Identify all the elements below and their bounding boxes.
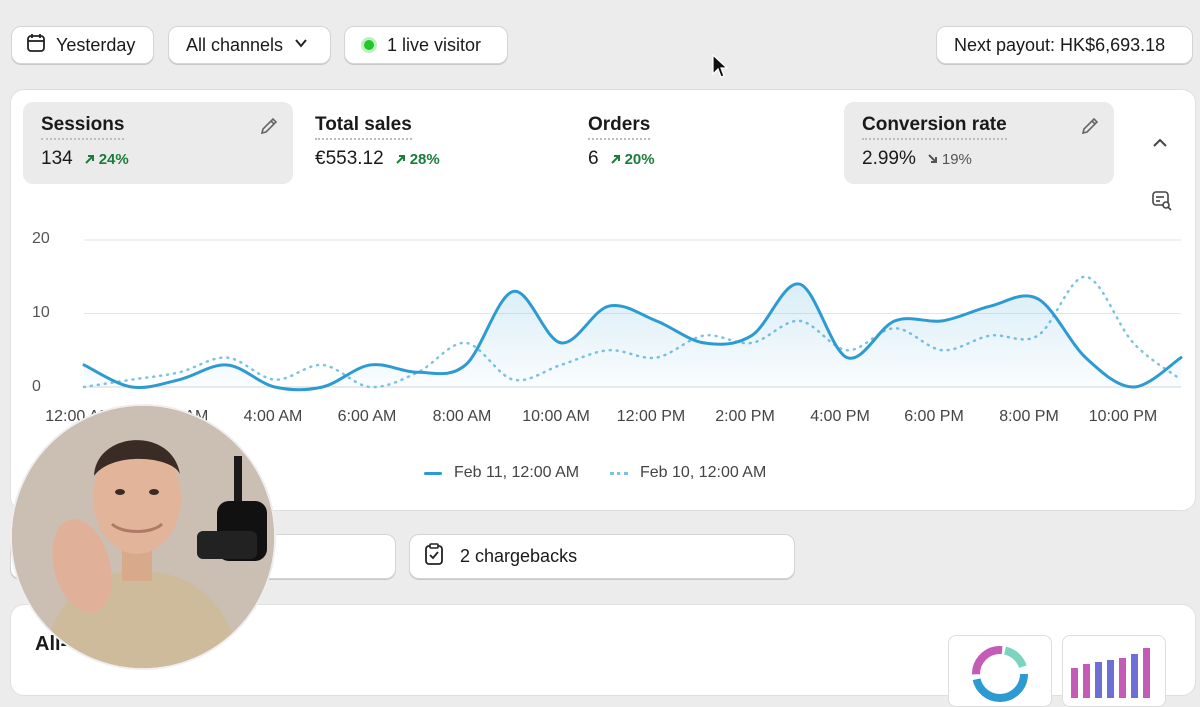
metric-delta: 19%	[928, 151, 972, 168]
legend-item-current: Feb 11, 12:00 AM	[424, 464, 579, 482]
live-visitors-button[interactable]: 1 live visitor	[344, 26, 508, 64]
legend-swatch-solid	[424, 471, 442, 475]
metric-title: Total sales	[315, 114, 412, 140]
arrow-down-right-icon	[928, 154, 937, 163]
live-dot-icon	[361, 37, 377, 53]
metric-total-sales[interactable]: Total sales €553.12 28%	[297, 102, 567, 184]
metric-conversion-rate[interactable]: Conversion rate 2.99% 19%	[844, 102, 1114, 184]
legend-swatch-dotted	[610, 471, 628, 475]
channels-dropdown[interactable]: All channels	[168, 26, 331, 64]
pencil-icon[interactable]	[259, 116, 279, 136]
y-tick-label: 10	[32, 304, 50, 321]
live-visitors-label: 1 live visitor	[387, 34, 482, 55]
arrow-up-right-icon	[84, 155, 94, 164]
x-tick-label: 12:00 PM	[616, 408, 686, 425]
legend-item-previous: Feb 10, 12:00 AM	[610, 464, 766, 482]
clipboard-check-icon	[424, 543, 444, 570]
y-tick-label: 20	[32, 230, 50, 247]
x-tick-label: 8:00 PM	[999, 408, 1059, 425]
x-tick-label: 2:00 PM	[715, 408, 775, 425]
calendar-icon	[26, 33, 46, 58]
channels-label: All channels	[186, 34, 284, 55]
metric-value: 6	[588, 148, 599, 169]
next-payout-label: Next payout: HK$6,693.18	[954, 34, 1166, 55]
x-tick-label: 10:00 AM	[522, 408, 590, 425]
x-tick-label: 10:00 PM	[1088, 408, 1158, 425]
x-tick-label: 4:00 AM	[243, 408, 303, 425]
arrow-up-right-icon	[610, 155, 620, 164]
x-tick-label: 6:00 AM	[337, 408, 397, 425]
metric-sessions[interactable]: Sessions 134 24%	[23, 102, 293, 184]
donut-chart-icon	[972, 646, 1028, 702]
metric-title: Orders	[588, 114, 651, 140]
chargebacks-button[interactable]: 2 chargebacks	[409, 534, 795, 579]
date-range-button[interactable]: Yesterday	[11, 26, 154, 64]
donut-chart-thumbnail[interactable]	[948, 635, 1052, 707]
chargebacks-label: 2 chargebacks	[460, 546, 578, 566]
metric-value: €553.12	[315, 148, 384, 169]
legend-label: Feb 11, 12:00 AM	[454, 464, 580, 481]
metric-value: 134	[41, 148, 73, 169]
metric-delta: 24%	[84, 151, 129, 168]
metric-value: 2.99%	[862, 148, 916, 169]
bar-chart-thumbnail[interactable]	[1062, 635, 1166, 707]
next-payout-button[interactable]: Next payout: HK$6,693.18	[936, 26, 1193, 64]
series-area-fill	[84, 283, 1181, 390]
presenter-photo	[12, 406, 274, 668]
metric-delta: 20%	[610, 151, 655, 168]
date-range-label: Yesterday	[56, 34, 136, 55]
metric-orders[interactable]: Orders 6 20%	[570, 102, 840, 184]
y-tick-label: 0	[32, 378, 41, 395]
metric-title: Sessions	[41, 114, 125, 140]
presenter-webcam-overlay	[10, 404, 276, 670]
x-tick-label: 8:00 AM	[432, 408, 492, 425]
x-tick-label: 4:00 PM	[810, 408, 870, 425]
legend-label: Feb 10, 12:00 AM	[640, 464, 767, 481]
metric-delta: 28%	[395, 151, 440, 168]
series-line-current	[82, 282, 1183, 392]
x-tick-label: 6:00 PM	[904, 408, 964, 425]
sessions-line-chart	[82, 239, 1183, 392]
metric-title: Conversion rate	[862, 114, 1007, 140]
arrow-up-right-icon	[395, 155, 405, 164]
chevron-up-icon[interactable]	[1151, 134, 1169, 157]
bar-chart-icon	[1071, 648, 1150, 698]
pencil-icon[interactable]	[1080, 116, 1100, 136]
chart-search-icon[interactable]	[1151, 190, 1173, 217]
chevron-down-icon	[293, 35, 309, 56]
mouse-cursor-icon	[712, 53, 729, 85]
